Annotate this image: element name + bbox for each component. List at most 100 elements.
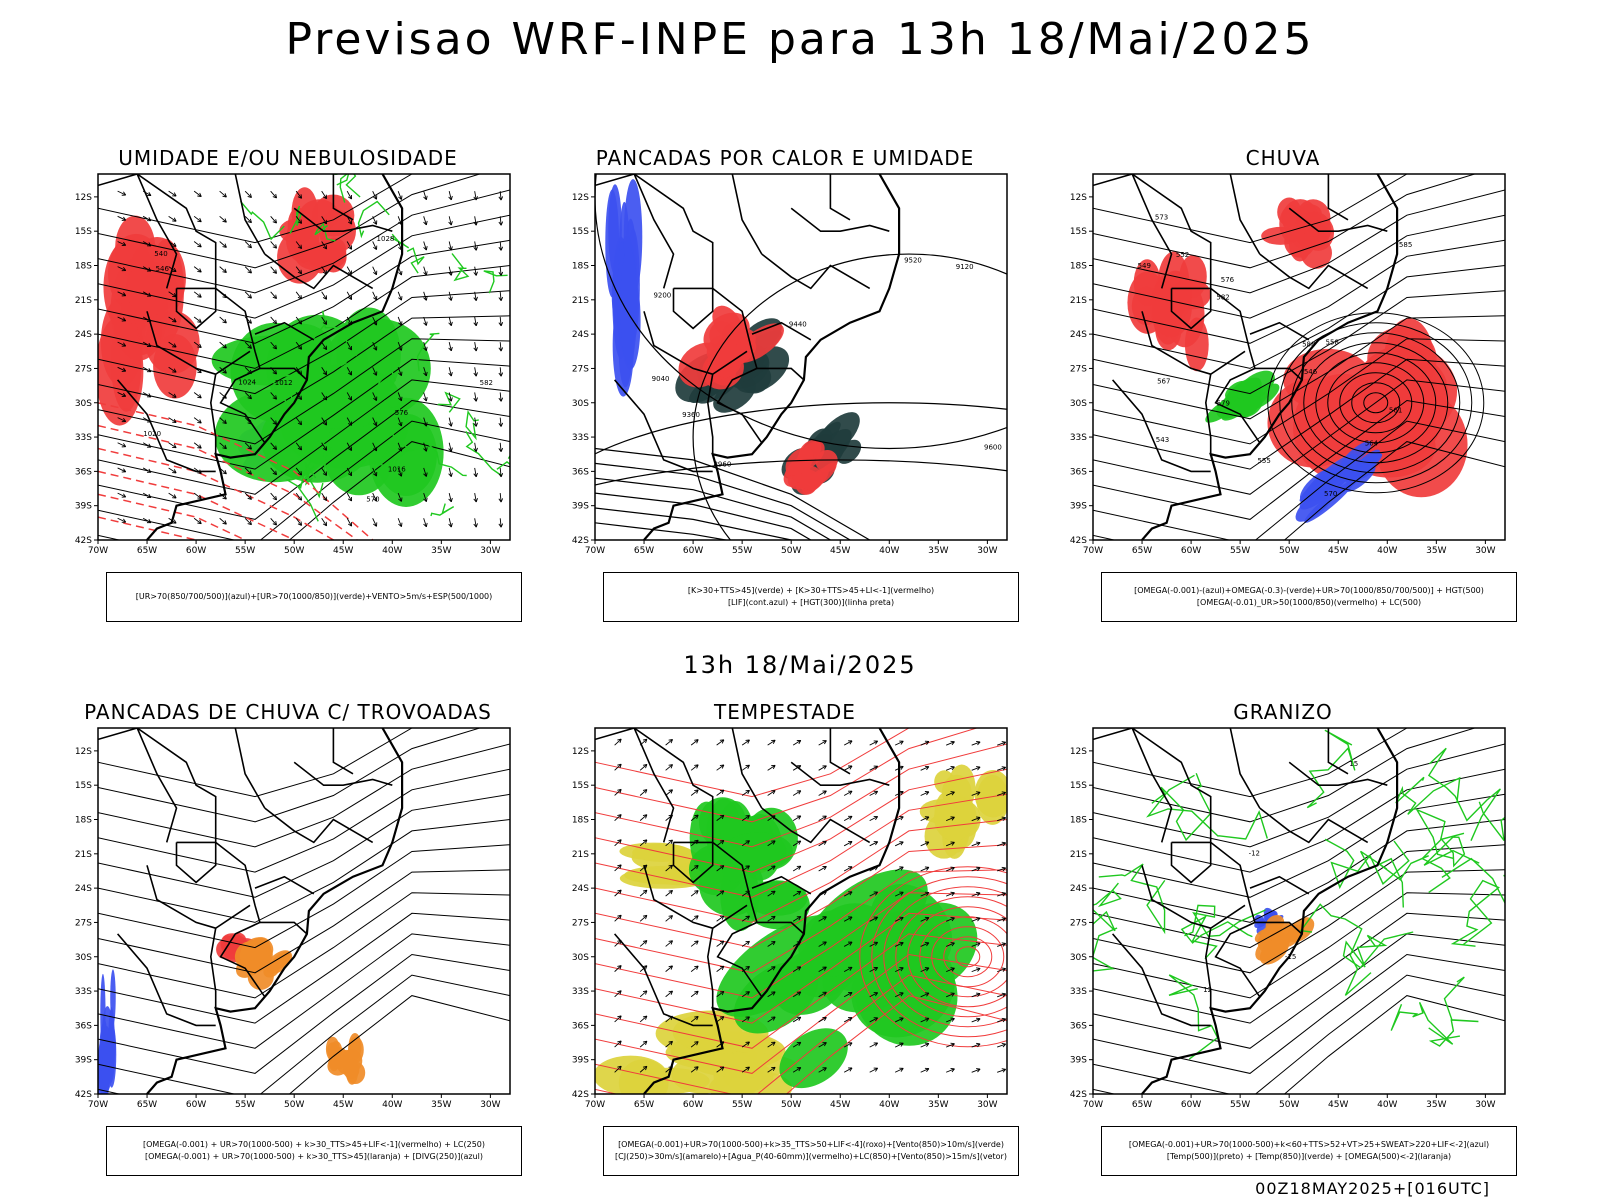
wind-vector <box>642 990 648 995</box>
wind-vector <box>976 992 981 997</box>
wind-vector <box>873 891 879 896</box>
x-tick-label: 70W <box>585 546 605 556</box>
wind-vector <box>1001 766 1007 771</box>
temp850-contour <box>1450 879 1500 947</box>
state-border <box>146 311 216 375</box>
height-contour <box>1303 342 1449 464</box>
wind-vector <box>398 195 403 200</box>
wind-vector <box>950 816 955 821</box>
wind-vector <box>322 421 328 426</box>
state-border <box>613 379 713 473</box>
wind-vector <box>745 1041 750 1046</box>
wind-vector <box>270 442 277 450</box>
wind-vector <box>473 523 478 528</box>
wind-vector <box>117 442 126 448</box>
y-tick-label: 39S <box>1070 502 1087 512</box>
wind-vector <box>423 346 428 352</box>
wind-vector <box>270 316 277 325</box>
wind-vector <box>894 866 904 872</box>
wind-vector <box>272 344 278 350</box>
streamline <box>98 441 510 540</box>
wind-vector <box>193 341 202 348</box>
state-border <box>175 287 217 330</box>
wind-vector <box>321 241 327 250</box>
streamline <box>595 743 1007 848</box>
wind-vector <box>639 814 648 821</box>
state-border <box>1170 287 1212 330</box>
state-border <box>731 174 763 255</box>
wind-vector <box>869 916 878 922</box>
wind-vector <box>873 992 879 997</box>
height-contour <box>943 936 993 978</box>
wind-vector <box>950 967 955 972</box>
y-tick-label: 12S <box>75 193 92 203</box>
x-tick-label: 70W <box>585 1100 605 1110</box>
wind-vector <box>117 291 126 297</box>
wind-vector <box>117 215 126 221</box>
wind-vector <box>971 766 981 771</box>
wind-vector <box>448 291 452 301</box>
wind-vector <box>822 740 827 745</box>
wind-vector <box>665 890 673 897</box>
wind-vector <box>741 991 750 998</box>
temp850-contour <box>1306 729 1356 809</box>
streamline <box>98 315 510 420</box>
wind-vector <box>197 419 202 424</box>
legend-box: [UR>70(850/700/500)](azul)+[UR>70(1000/8… <box>106 572 522 622</box>
wind-vector <box>142 291 152 297</box>
wind-vector <box>997 792 1006 796</box>
wind-vector <box>745 815 750 820</box>
wind-vector <box>423 246 428 251</box>
legend-line: [K>30+TTS>45](verde) + [K>30+TTS>45+LI<-… <box>687 586 935 595</box>
wind-vector <box>617 1040 622 1045</box>
shaded-field <box>870 883 953 974</box>
wind-vector <box>690 965 699 972</box>
wind-vector <box>322 219 328 225</box>
wind-vector <box>322 244 328 250</box>
wind-vector <box>971 1068 981 1073</box>
wind-vector <box>398 421 403 427</box>
contour-label: 1028 <box>377 235 395 243</box>
height-contour <box>1279 322 1473 484</box>
wind-vector <box>950 740 955 746</box>
wind-vector <box>614 965 622 972</box>
wind-vector <box>716 890 725 897</box>
wind-vector <box>1001 1017 1007 1023</box>
legend-line: [OMEGA(-0.001)-(azul)+OMEGA(-0.3)-(verde… <box>1134 586 1484 595</box>
y-tick-label: 21S <box>75 850 92 860</box>
shaded-field <box>153 334 197 399</box>
wind-vector <box>146 468 152 473</box>
humidity-contour <box>239 200 285 241</box>
streamline <box>1093 912 1505 1024</box>
state-border <box>1229 174 1261 255</box>
wind-vector <box>719 764 725 769</box>
wind-vector <box>920 967 930 973</box>
x-tick-label: 70W <box>88 546 108 556</box>
x-tick-label: 60W <box>683 1100 703 1110</box>
streamline <box>98 174 414 244</box>
streamline <box>1093 338 1505 445</box>
wind-vector <box>168 492 177 499</box>
wind-vector <box>818 966 827 973</box>
wind-vector <box>873 941 879 946</box>
wind-vector <box>474 518 477 528</box>
wind-vector <box>346 266 352 275</box>
wind-vector <box>121 367 127 372</box>
wind-vector <box>1001 992 1007 998</box>
wind-vector <box>121 342 127 347</box>
y-tick-label: 42S <box>75 536 92 546</box>
wind-vector <box>121 241 127 247</box>
wind-vector <box>117 467 126 473</box>
wind-vector <box>639 915 648 922</box>
wind-vector <box>796 739 802 745</box>
wind-vector <box>614 738 622 746</box>
wind-vector <box>796 890 802 896</box>
wind-vector <box>397 417 402 427</box>
wind-vector <box>668 915 673 920</box>
state-border <box>790 207 890 232</box>
humidity-contour <box>377 367 396 388</box>
wind-vector <box>270 291 277 299</box>
wind-vector <box>398 371 403 377</box>
wind-vector <box>873 740 879 745</box>
wind-vector <box>423 195 428 201</box>
